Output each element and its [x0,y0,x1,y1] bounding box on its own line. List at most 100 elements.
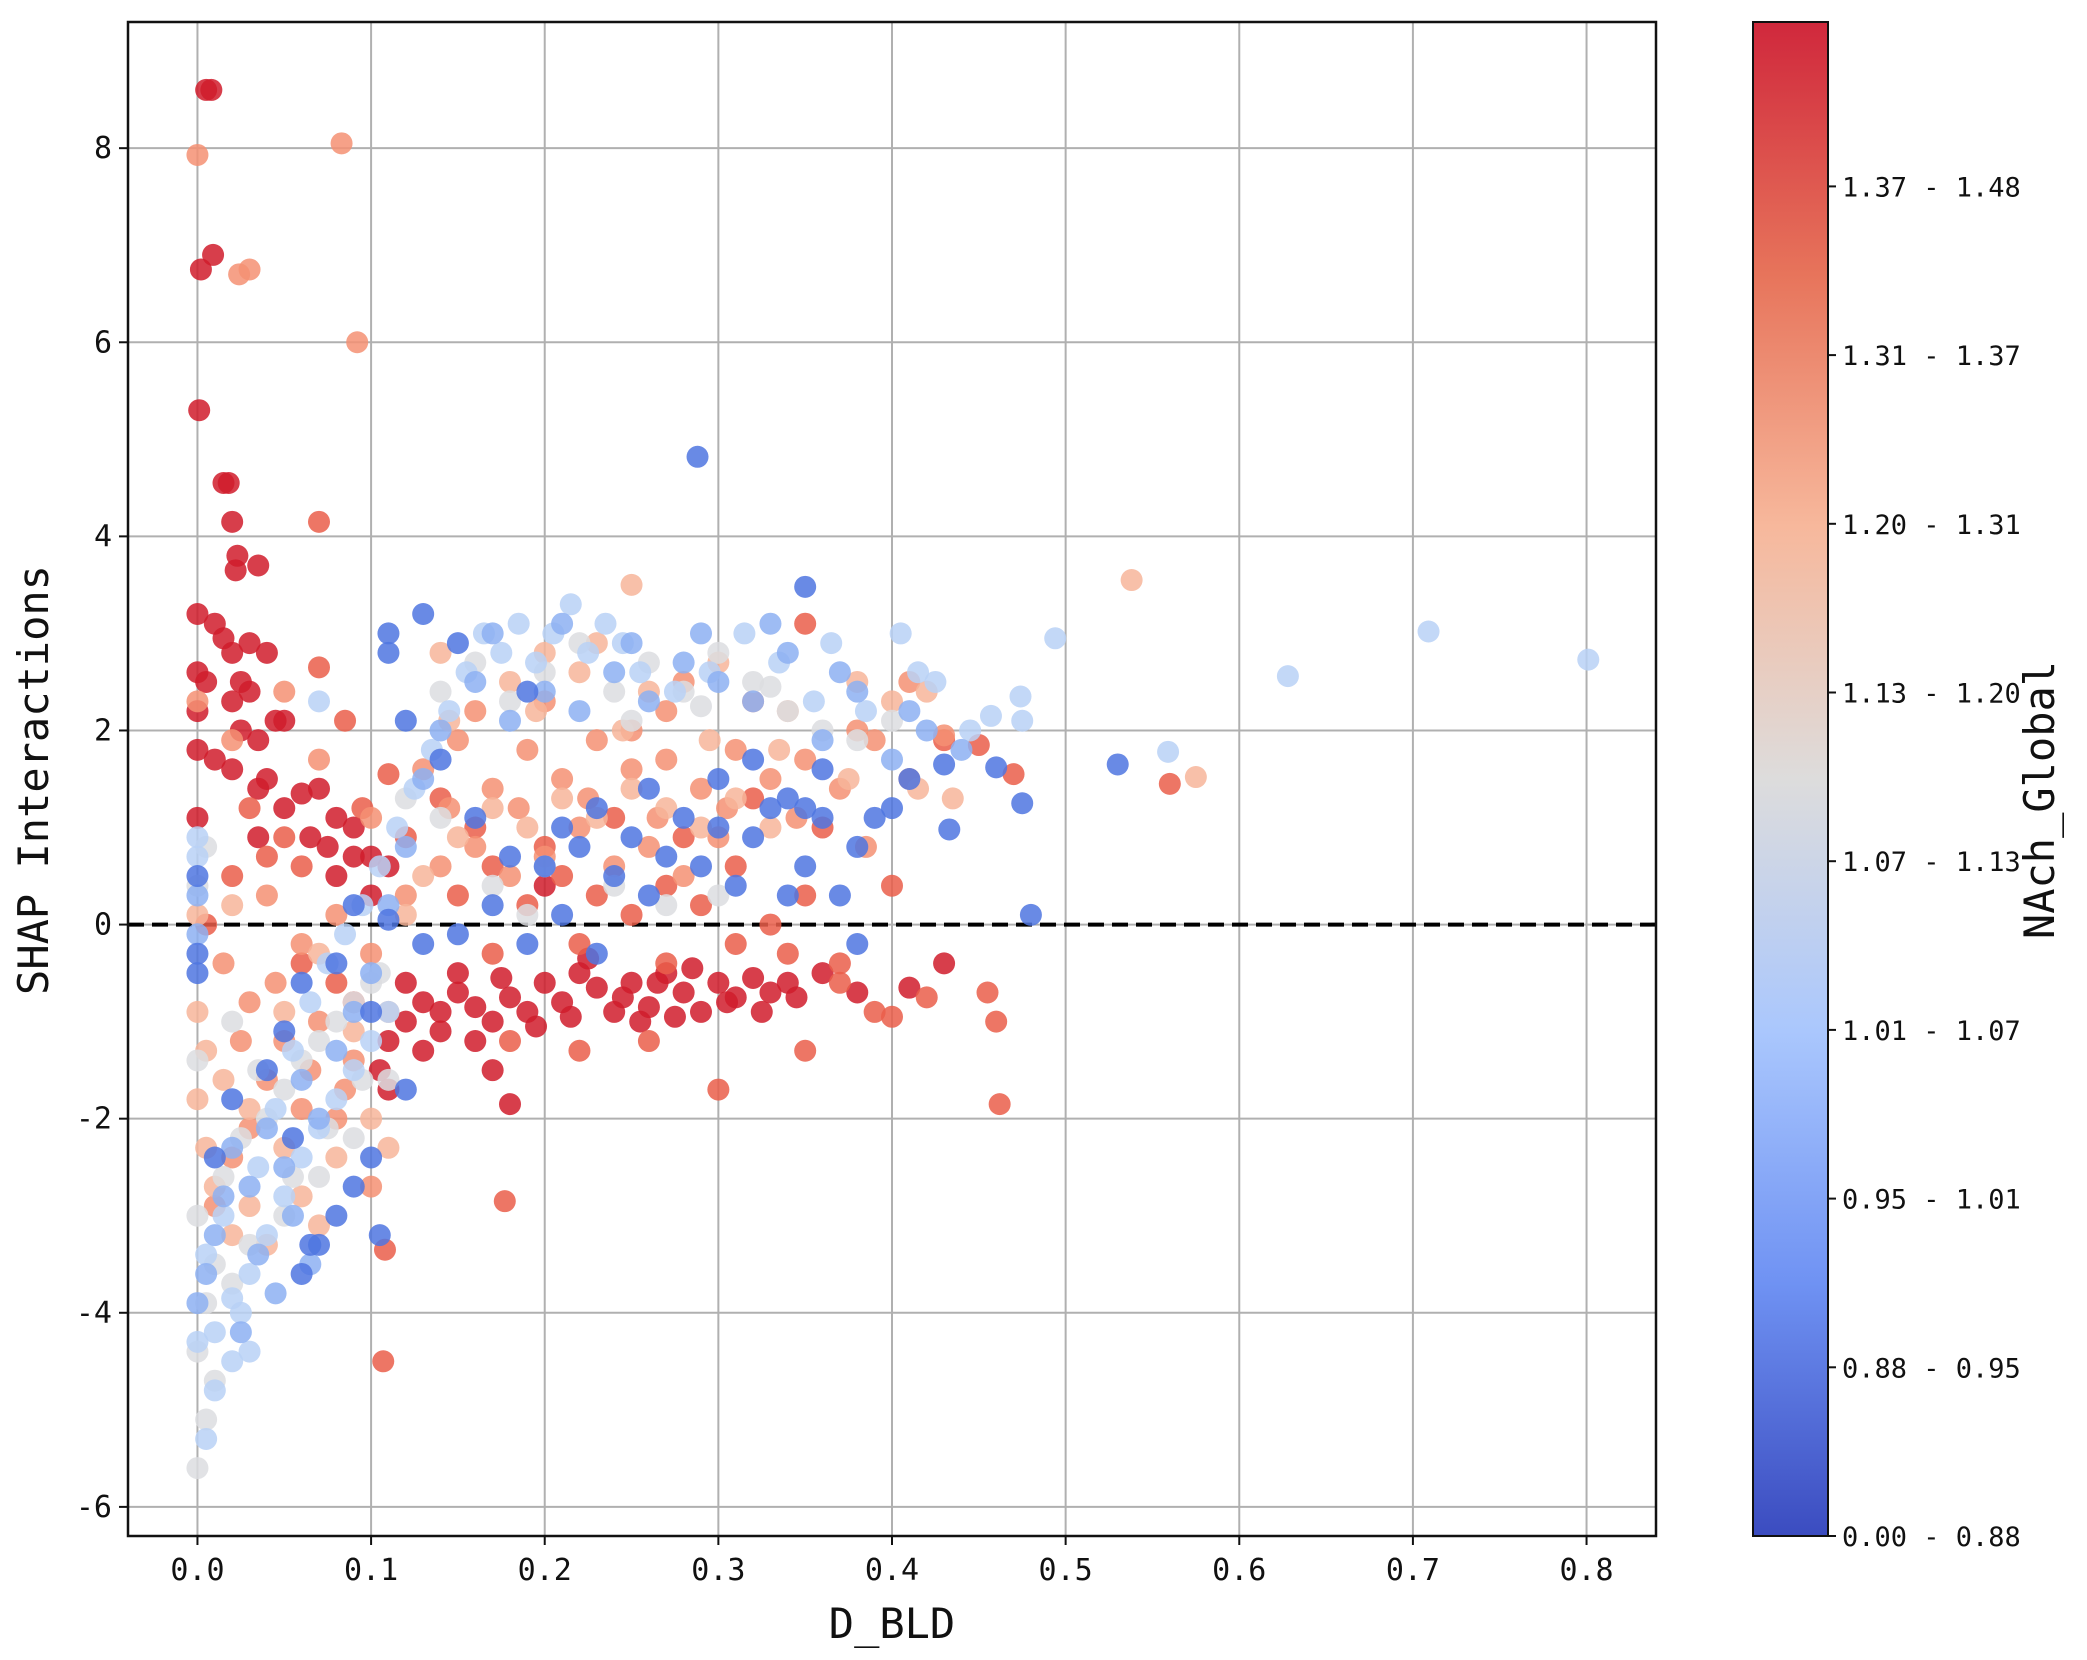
point-red [585,884,608,907]
point-peach [325,1146,348,1169]
point-salmon [516,738,539,761]
point-blue [1011,792,1034,815]
point-blue [794,797,817,820]
point-light-blue [1011,709,1034,732]
point-salmon [690,777,712,800]
point-light-blue [507,612,530,635]
point-mid-blue [620,632,643,655]
colorbar-tick-label: 0.00 - 0.88 [1842,1522,2021,1553]
point-dark-red [559,1005,582,1028]
point-light-gray [499,690,521,713]
point-blue [394,709,417,732]
point-light-blue [195,1427,218,1450]
point-salmon [238,991,261,1014]
point-dark-red [238,680,261,703]
point-light-blue [525,651,548,674]
point-peach [186,1088,209,1111]
point-blue [221,1088,244,1111]
point-peach [941,787,964,810]
point-dark-red [750,1000,773,1023]
point-blue [938,818,961,841]
point-dark-red [188,399,211,422]
point-peach [837,768,860,790]
point-light-gray [881,709,903,732]
point-mid-blue [195,1262,218,1285]
point-red [568,932,591,955]
point-light-blue [959,719,982,742]
point-mid-blue [203,1224,226,1247]
point-blue [481,894,504,917]
point-dark-red [247,554,270,577]
point-light-blue [1276,665,1299,688]
point-light-gray [429,680,452,703]
point-red [637,1030,660,1053]
point-light-gray [846,729,869,752]
point-blue [412,932,435,955]
y-tick-label: 8 [94,131,112,166]
point-light-gray [620,709,643,732]
point-red [334,709,357,732]
point-light-blue [490,641,513,664]
y-tick-label: -4 [76,1296,112,1331]
point-red [976,981,999,1004]
point-peach [221,1224,244,1247]
point-dark-red [846,981,869,1004]
point-red [1158,772,1181,795]
point-light-blue [663,680,686,703]
point-dark-red [200,78,223,101]
point-dark-red [785,986,808,1009]
point-light-gray [212,1165,235,1188]
point-blue [325,1204,348,1227]
point-blue [290,1262,313,1285]
point-light-blue [281,1039,304,1062]
x-tick-label: 0.3 [691,1553,745,1588]
x-tick-label: 0.0 [170,1553,224,1588]
point-mid-blue [481,622,504,645]
y-axis-label: SHAP Interactions [9,565,58,995]
point-blue [516,680,539,703]
point-blue [776,884,799,907]
point-dark-red [394,1010,417,1033]
point-mid-blue [898,700,921,723]
point-peach [1120,569,1143,592]
point-blue [846,835,869,858]
x-axis-ticks: 0.0 0.1 0.2 0.3 0.4 0.5 0.6 0.7 0.8 [170,1536,1614,1588]
point-peach [881,690,903,713]
point-dark-red [933,952,956,975]
point-red [603,806,626,829]
x-tick-label: 0.4 [865,1553,919,1588]
point-salmon [255,884,278,907]
point-blue [655,845,678,868]
point-light-gray [429,806,452,829]
point-salmon [481,777,504,800]
point-salmon [863,729,886,752]
point-peach [342,1020,365,1043]
point-light-gray [707,641,730,664]
point-mid-blue [551,612,574,635]
point-dark-red [742,966,765,989]
point-red [493,1190,516,1213]
point-blue [412,603,435,626]
point-dark-red [585,976,608,999]
point-light-blue [1044,627,1067,650]
point-dark-red [221,690,244,713]
point-dark-red [247,777,270,800]
point-dark-red [217,471,240,494]
point-mid-blue [255,1117,278,1140]
point-dark-red [464,1030,487,1053]
point-light-gray [655,894,678,917]
point-red [724,855,747,878]
point-mid-blue [637,690,660,713]
point-dark-red [716,991,739,1014]
point-peach [516,816,539,839]
point-light-blue [342,1059,365,1082]
point-red [499,1030,521,1053]
point-light-blue [264,1097,287,1120]
point-peach [360,1107,383,1130]
point-blue [742,748,765,771]
point-blue [516,932,539,955]
point-blue [672,806,695,829]
point-peach [186,903,209,926]
point-salmon [330,132,353,155]
point-blue [342,1175,365,1198]
